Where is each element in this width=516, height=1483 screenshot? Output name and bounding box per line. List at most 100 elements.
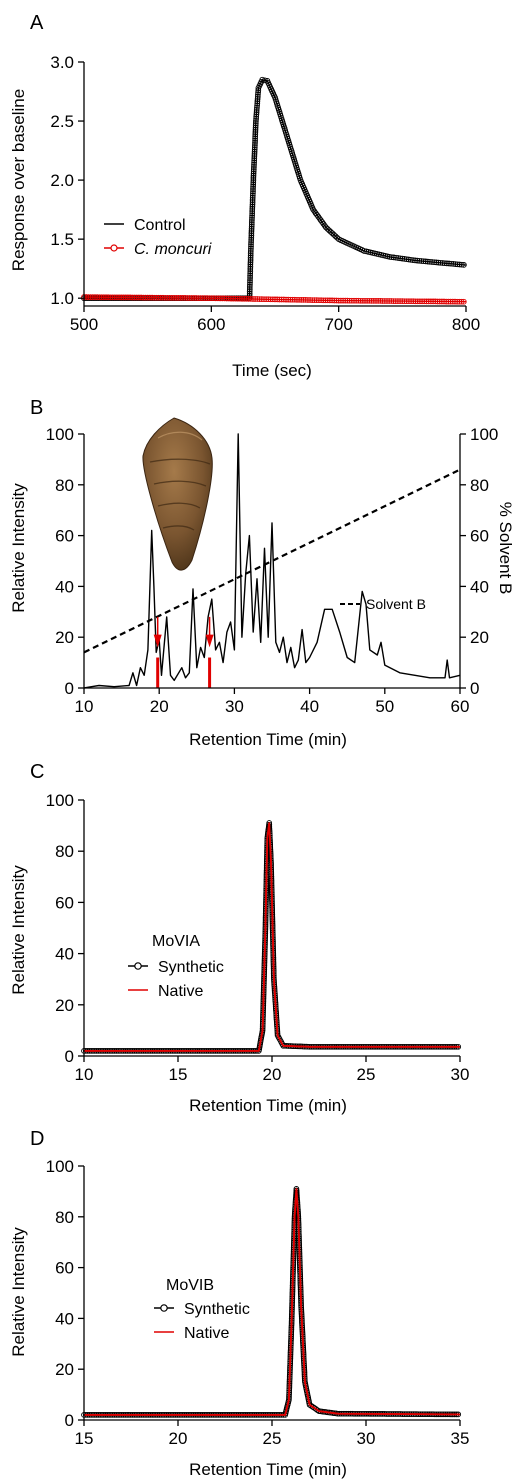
- y-tick-label: 40: [55, 1309, 74, 1328]
- data-point: [259, 76, 266, 83]
- series-markers: [81, 1186, 462, 1418]
- x-tick-label: 15: [75, 1429, 94, 1448]
- data-point: [416, 257, 423, 264]
- red-arrow-head: [153, 634, 162, 648]
- legend-native-label: Native: [184, 1325, 229, 1342]
- x-tick-label: 700: [324, 315, 352, 334]
- legend-control-label: Control: [134, 217, 186, 234]
- y-tick-label: 2.0: [50, 171, 74, 190]
- data-point: [446, 260, 452, 267]
- data-point: [342, 297, 349, 304]
- red-arrow-head: [205, 634, 214, 648]
- panel-c-letter: C: [30, 761, 44, 783]
- panel-d-series-layer: [81, 1186, 462, 1418]
- y-tick-label: 0: [65, 1411, 74, 1430]
- y-tick-label: 20: [55, 1360, 74, 1379]
- data-point: [103, 294, 109, 301]
- data-point: [323, 224, 329, 231]
- data-point: [424, 258, 431, 265]
- x-tick-label: 50: [375, 697, 394, 716]
- data-point: [386, 254, 393, 260]
- data-point: [388, 298, 395, 304]
- data-point: [340, 297, 346, 304]
- data-point: [418, 258, 425, 264]
- x-tick-label: 60: [451, 697, 470, 716]
- panel-a: A 500 600 700 800 1.0 1.5 2.0 2.5 3.0 Control C.…: [9, 12, 480, 380]
- panel-d-legend: MoVIB Synthetic Native: [154, 1277, 250, 1342]
- data-point: [251, 155, 258, 162]
- data-point: [199, 295, 206, 301]
- y2-tick-label: 20: [470, 628, 489, 647]
- panel-b-ylabel: Relative Intensity: [9, 483, 28, 613]
- legend-synthetic-marker: [134, 962, 142, 970]
- y-tick-label: 20: [55, 628, 74, 647]
- y-tick-label: 60: [55, 893, 74, 912]
- legend-synthetic-label: Synthetic: [158, 959, 224, 976]
- panel-a-series-layer: [81, 76, 467, 305]
- legend-native-label: Native: [158, 983, 203, 1000]
- x-tick-label: 35: [451, 1429, 470, 1448]
- y-tick-label: 80: [55, 1208, 74, 1227]
- panel-a-legend: Control C. moncuri: [104, 217, 212, 258]
- native-overlay-line: [84, 1188, 461, 1416]
- data-point: [252, 137, 258, 144]
- data-point: [405, 256, 412, 263]
- legend-moncuri-label: C. moncuri: [134, 241, 212, 258]
- data-point: [454, 261, 461, 268]
- data-point: [331, 231, 337, 238]
- x-tick-label: 30: [225, 697, 244, 716]
- panel-d-legend-title: MoVIB: [166, 1277, 214, 1294]
- x-tick-label: 500: [70, 315, 98, 334]
- x-tick-label: 20: [169, 1429, 188, 1448]
- data-point: [433, 259, 440, 266]
- panel-c-legend-title: MoVIA: [152, 933, 200, 950]
- y-tick-label: 20: [55, 996, 74, 1015]
- y-tick-label: 100: [46, 1157, 74, 1176]
- legend-moncuri-marker: [110, 244, 118, 252]
- y-tick-label: 0: [65, 1047, 74, 1066]
- data-point: [437, 259, 444, 266]
- y-tick-label: 40: [55, 577, 74, 596]
- data-point: [444, 260, 450, 267]
- panel-a-ylabel: Response over baseline: [9, 89, 28, 271]
- data-point: [450, 261, 457, 267]
- panel-c-legend: MoVIA Synthetic Native: [128, 933, 224, 1000]
- data-point: [452, 261, 459, 267]
- data-point: [294, 296, 300, 303]
- legend-synthetic-marker: [160, 1304, 168, 1312]
- series-markers: [81, 76, 467, 302]
- data-point: [250, 170, 257, 177]
- y2-tick-label: 0: [470, 679, 479, 698]
- panel-c-series-layer: [81, 820, 462, 1054]
- y-tick-label: 1.5: [50, 230, 74, 249]
- y-tick-label: 80: [55, 842, 74, 861]
- data-point: [458, 261, 465, 268]
- data-point: [324, 225, 331, 232]
- y-tick-label: 60: [55, 1259, 74, 1278]
- series-line-native: [84, 1188, 461, 1416]
- y-tick-label: 3.0: [50, 53, 74, 72]
- x-tick-label: 30: [357, 1429, 376, 1448]
- panel-d: D 15 20 25 30 35 0 20 40 60 80 100 MoVIB Synthetic…: [9, 1128, 469, 1479]
- panel-c: C 10 15 20 25 30 0 20 40 60 80 100 MoVIA Synthetic…: [9, 761, 469, 1115]
- data-point: [393, 254, 399, 261]
- x-tick-label: 30: [451, 1065, 470, 1084]
- y-tick-label: 80: [55, 476, 74, 495]
- data-point: [414, 257, 421, 264]
- data-point: [441, 260, 448, 267]
- data-point: [395, 255, 401, 261]
- y2-tick-label: 80: [470, 476, 489, 495]
- data-point: [460, 298, 467, 305]
- data-point: [410, 257, 416, 263]
- x-tick-label: 25: [263, 1429, 282, 1448]
- x-tick-label: 600: [197, 315, 225, 334]
- data-point: [390, 298, 397, 304]
- data-point: [456, 261, 463, 268]
- panel-c-ticks-layer: 10 15 20 25 30 0 20 40 60 80 100: [46, 791, 470, 1084]
- legend-solvent-label: Solvent B: [366, 596, 426, 612]
- panel-c-xlabel: Retention Time (min): [189, 1096, 347, 1115]
- data-point: [401, 256, 408, 262]
- data-point: [420, 258, 427, 265]
